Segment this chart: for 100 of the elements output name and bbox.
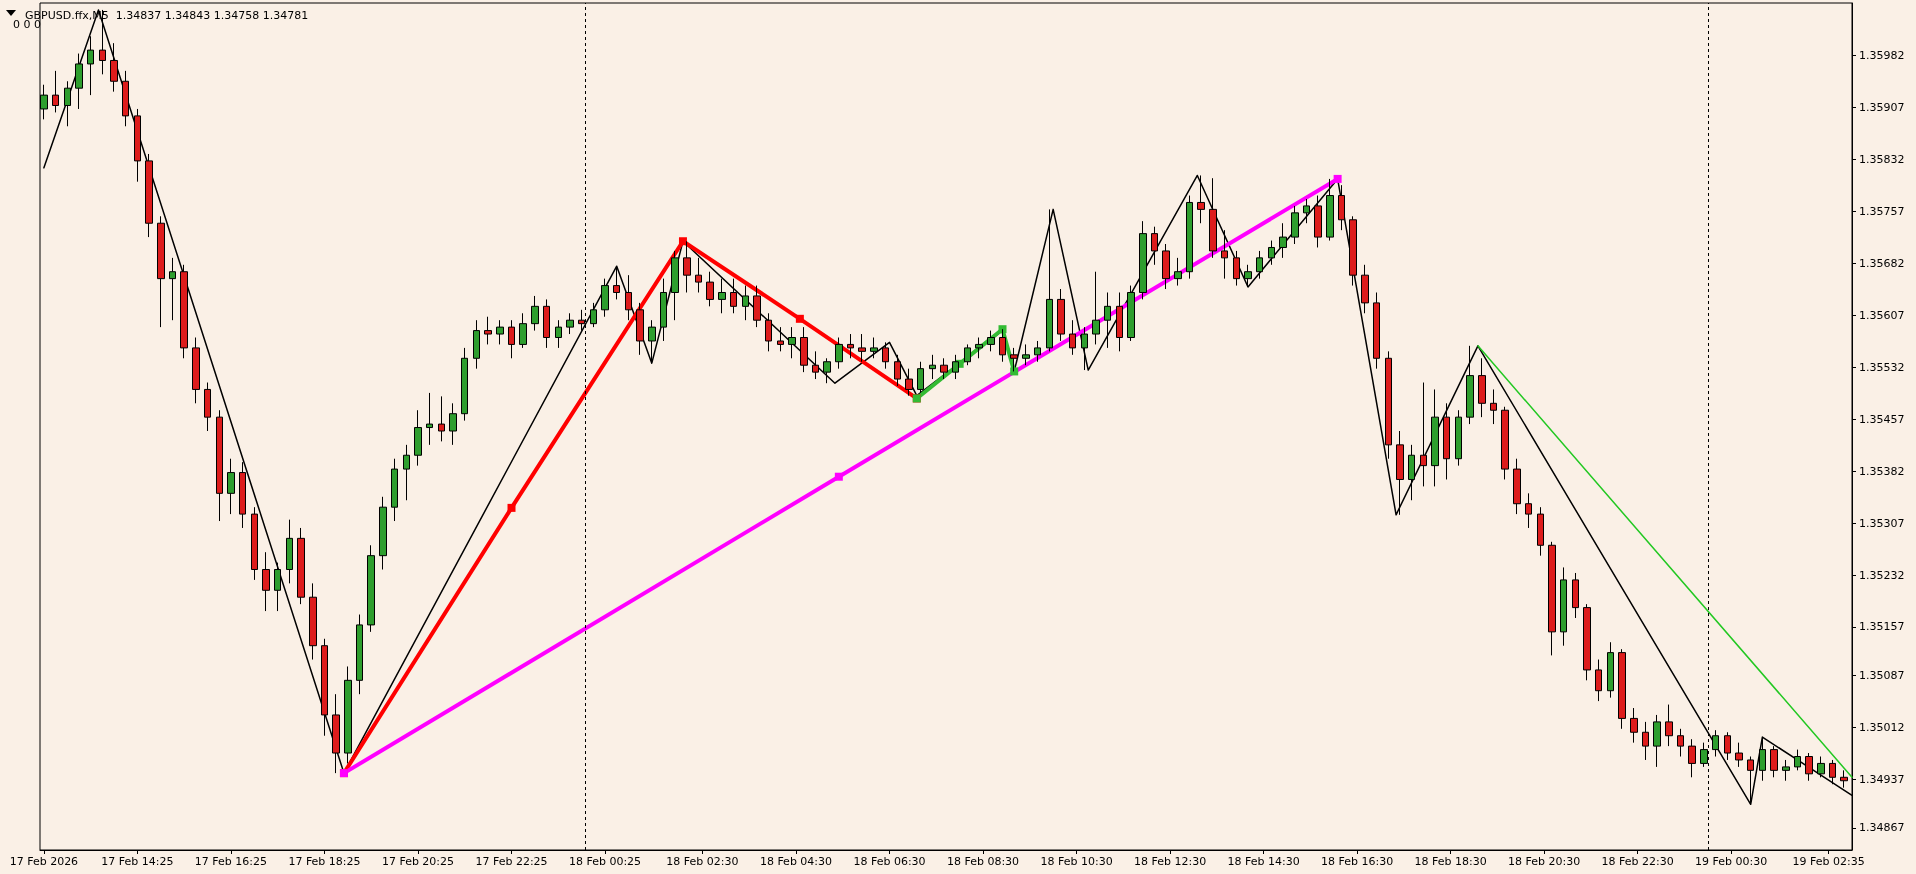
candlestick — [1829, 759, 1836, 785]
candlestick — [1572, 572, 1579, 619]
candlestick — [1630, 707, 1638, 744]
candlestick — [1303, 198, 1310, 224]
candlestick — [1022, 343, 1030, 366]
x-tick-label: 19 Feb 02:35 — [1792, 855, 1865, 868]
x-tick-label: 18 Feb 00:25 — [568, 855, 642, 868]
candlestick — [800, 326, 808, 373]
y-tick-label: 1.35607 — [1859, 308, 1905, 322]
x-tick-label: 17 Feb 14:25 — [101, 855, 174, 868]
candlestick — [1291, 205, 1299, 245]
x-tick-label: 18 Feb 12:30 — [1133, 855, 1207, 868]
y-tick-label: 1.35832 — [1859, 153, 1905, 167]
candlestick — [145, 153, 153, 238]
x-tick-label: 17 Feb 2026 — [9, 855, 79, 868]
annotation: 0 0 0 — [13, 18, 41, 31]
candlestick — [1466, 345, 1474, 425]
candlestick — [1127, 285, 1135, 342]
y-tick-label: 1.35232 — [1859, 568, 1905, 582]
candlestick — [671, 250, 679, 321]
y-tick-label: 1.35682 — [1859, 256, 1905, 270]
candlestick — [1104, 291, 1111, 349]
candlestick — [1209, 177, 1217, 259]
candlestick — [1174, 257, 1182, 287]
candlestick — [706, 271, 714, 307]
candlestick — [1244, 264, 1252, 288]
candlestick — [519, 312, 527, 349]
candlestick — [636, 302, 644, 356]
x-tick-label: 18 Feb 16:30 — [1321, 855, 1394, 868]
candlestick — [473, 319, 480, 370]
candlestick — [484, 316, 492, 345]
x-tick-label: 18 Feb 20:30 — [1508, 855, 1581, 868]
candlestick — [1478, 357, 1486, 418]
candlestick — [1525, 492, 1532, 529]
candlestick — [1116, 291, 1123, 352]
candlestick — [110, 42, 118, 93]
candlestick — [718, 278, 726, 314]
y-tick-label: 1.35012 — [1859, 720, 1905, 734]
candlestick — [1197, 174, 1205, 224]
y-tick-label: 1.35907 — [1859, 101, 1905, 115]
point — [795, 314, 804, 323]
candlestick — [1537, 506, 1544, 557]
candlestick — [1583, 603, 1591, 681]
candlestick — [742, 285, 749, 321]
candlestick — [858, 333, 866, 363]
candlestick — [1361, 264, 1369, 314]
candlestick — [1642, 721, 1649, 761]
candlestick — [403, 444, 410, 501]
candlestick — [905, 368, 913, 397]
candlestick — [1665, 704, 1673, 747]
x-tick-label: 18 Feb 02:30 — [666, 855, 739, 868]
candlestick — [216, 409, 223, 522]
candlestick — [180, 264, 188, 359]
candlestick — [1805, 752, 1813, 782]
candlestick — [286, 519, 293, 584]
candlestick — [1431, 388, 1439, 487]
candlestick — [1618, 648, 1626, 730]
candlestick — [823, 357, 831, 384]
point — [998, 325, 1007, 334]
candlestick — [648, 319, 656, 364]
candlestick — [625, 274, 632, 321]
candlestick — [332, 693, 340, 774]
x-tick-label: 18 Feb 18:30 — [1414, 855, 1487, 868]
candlestick — [777, 326, 784, 352]
y-tick-label: 1.35087 — [1859, 668, 1905, 682]
candlestick — [134, 108, 141, 183]
candlestick — [1513, 458, 1521, 515]
candlestick — [1162, 243, 1170, 290]
candlestick — [1443, 402, 1450, 480]
candlestick — [1221, 229, 1228, 280]
candlestick — [1548, 541, 1556, 656]
candlestick — [847, 333, 854, 359]
candlestick — [1735, 742, 1743, 768]
candlestick — [695, 257, 702, 293]
candlestick — [1408, 444, 1415, 501]
candlestick — [543, 298, 550, 349]
candlestick — [1759, 736, 1766, 782]
point — [834, 472, 843, 481]
candlestick — [1688, 738, 1696, 778]
x-tick-label: 18 Feb 04:30 — [759, 855, 833, 868]
x-tick-label: 17 Feb 22:25 — [475, 855, 548, 868]
y-tick-label: 1.35157 — [1859, 620, 1905, 634]
candlestick — [1186, 195, 1193, 280]
candlestick — [1139, 220, 1147, 300]
candlestick — [157, 215, 165, 328]
candlestick — [64, 80, 71, 127]
candlestick — [917, 361, 924, 394]
candlestick — [730, 278, 737, 314]
candlestick — [1326, 178, 1334, 242]
candlestick — [391, 458, 398, 522]
candlestick — [613, 265, 620, 300]
y-tick-label: 1.35982 — [1859, 49, 1905, 63]
candlestick — [1373, 291, 1380, 370]
candlestick — [1712, 729, 1719, 757]
y-tick-label: 1.34867 — [1859, 821, 1905, 835]
candlestick — [531, 295, 539, 332]
candlestick — [1501, 406, 1509, 480]
candlestick — [1782, 759, 1790, 782]
x-tick-label: 19 Feb 00:30 — [1695, 855, 1768, 868]
candlestick — [367, 544, 375, 633]
